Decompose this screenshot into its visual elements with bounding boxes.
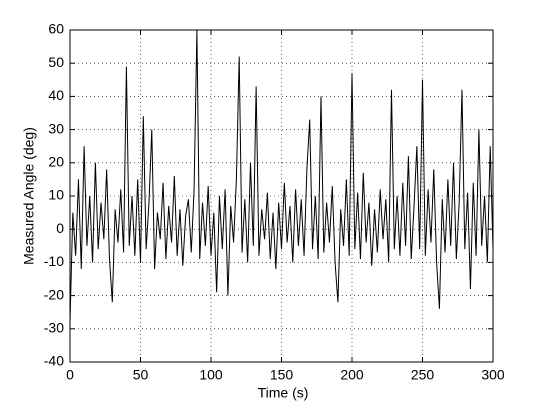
- y-tick-label: 10: [48, 187, 64, 203]
- x-tick-label: 100: [199, 367, 223, 383]
- x-tick-label: 200: [340, 367, 364, 383]
- y-tick-label: 50: [48, 54, 64, 70]
- y-tick-label: -30: [44, 320, 64, 336]
- plot-frame: [69, 29, 494, 363]
- x-tick-label: 250: [411, 367, 435, 383]
- x-tick-label: 50: [133, 367, 149, 383]
- y-tick-label: 40: [48, 87, 64, 103]
- x-tick-label: 300: [481, 367, 505, 383]
- y-tick-label: 60: [48, 21, 64, 37]
- x-axis-label: Time (s): [258, 385, 309, 401]
- y-tick-label: -40: [44, 353, 64, 369]
- y-tick-label: -20: [44, 286, 64, 302]
- x-tick-label: 150: [270, 367, 294, 383]
- y-tick-label: 30: [48, 120, 64, 136]
- y-tick-label: -10: [44, 253, 64, 269]
- y-tick-label: 20: [48, 154, 64, 170]
- y-tick-label: 0: [56, 220, 64, 236]
- x-tick-label: 0: [66, 367, 74, 383]
- data-line: [69, 29, 494, 323]
- y-axis-label: Measured Angle (deg): [21, 127, 37, 265]
